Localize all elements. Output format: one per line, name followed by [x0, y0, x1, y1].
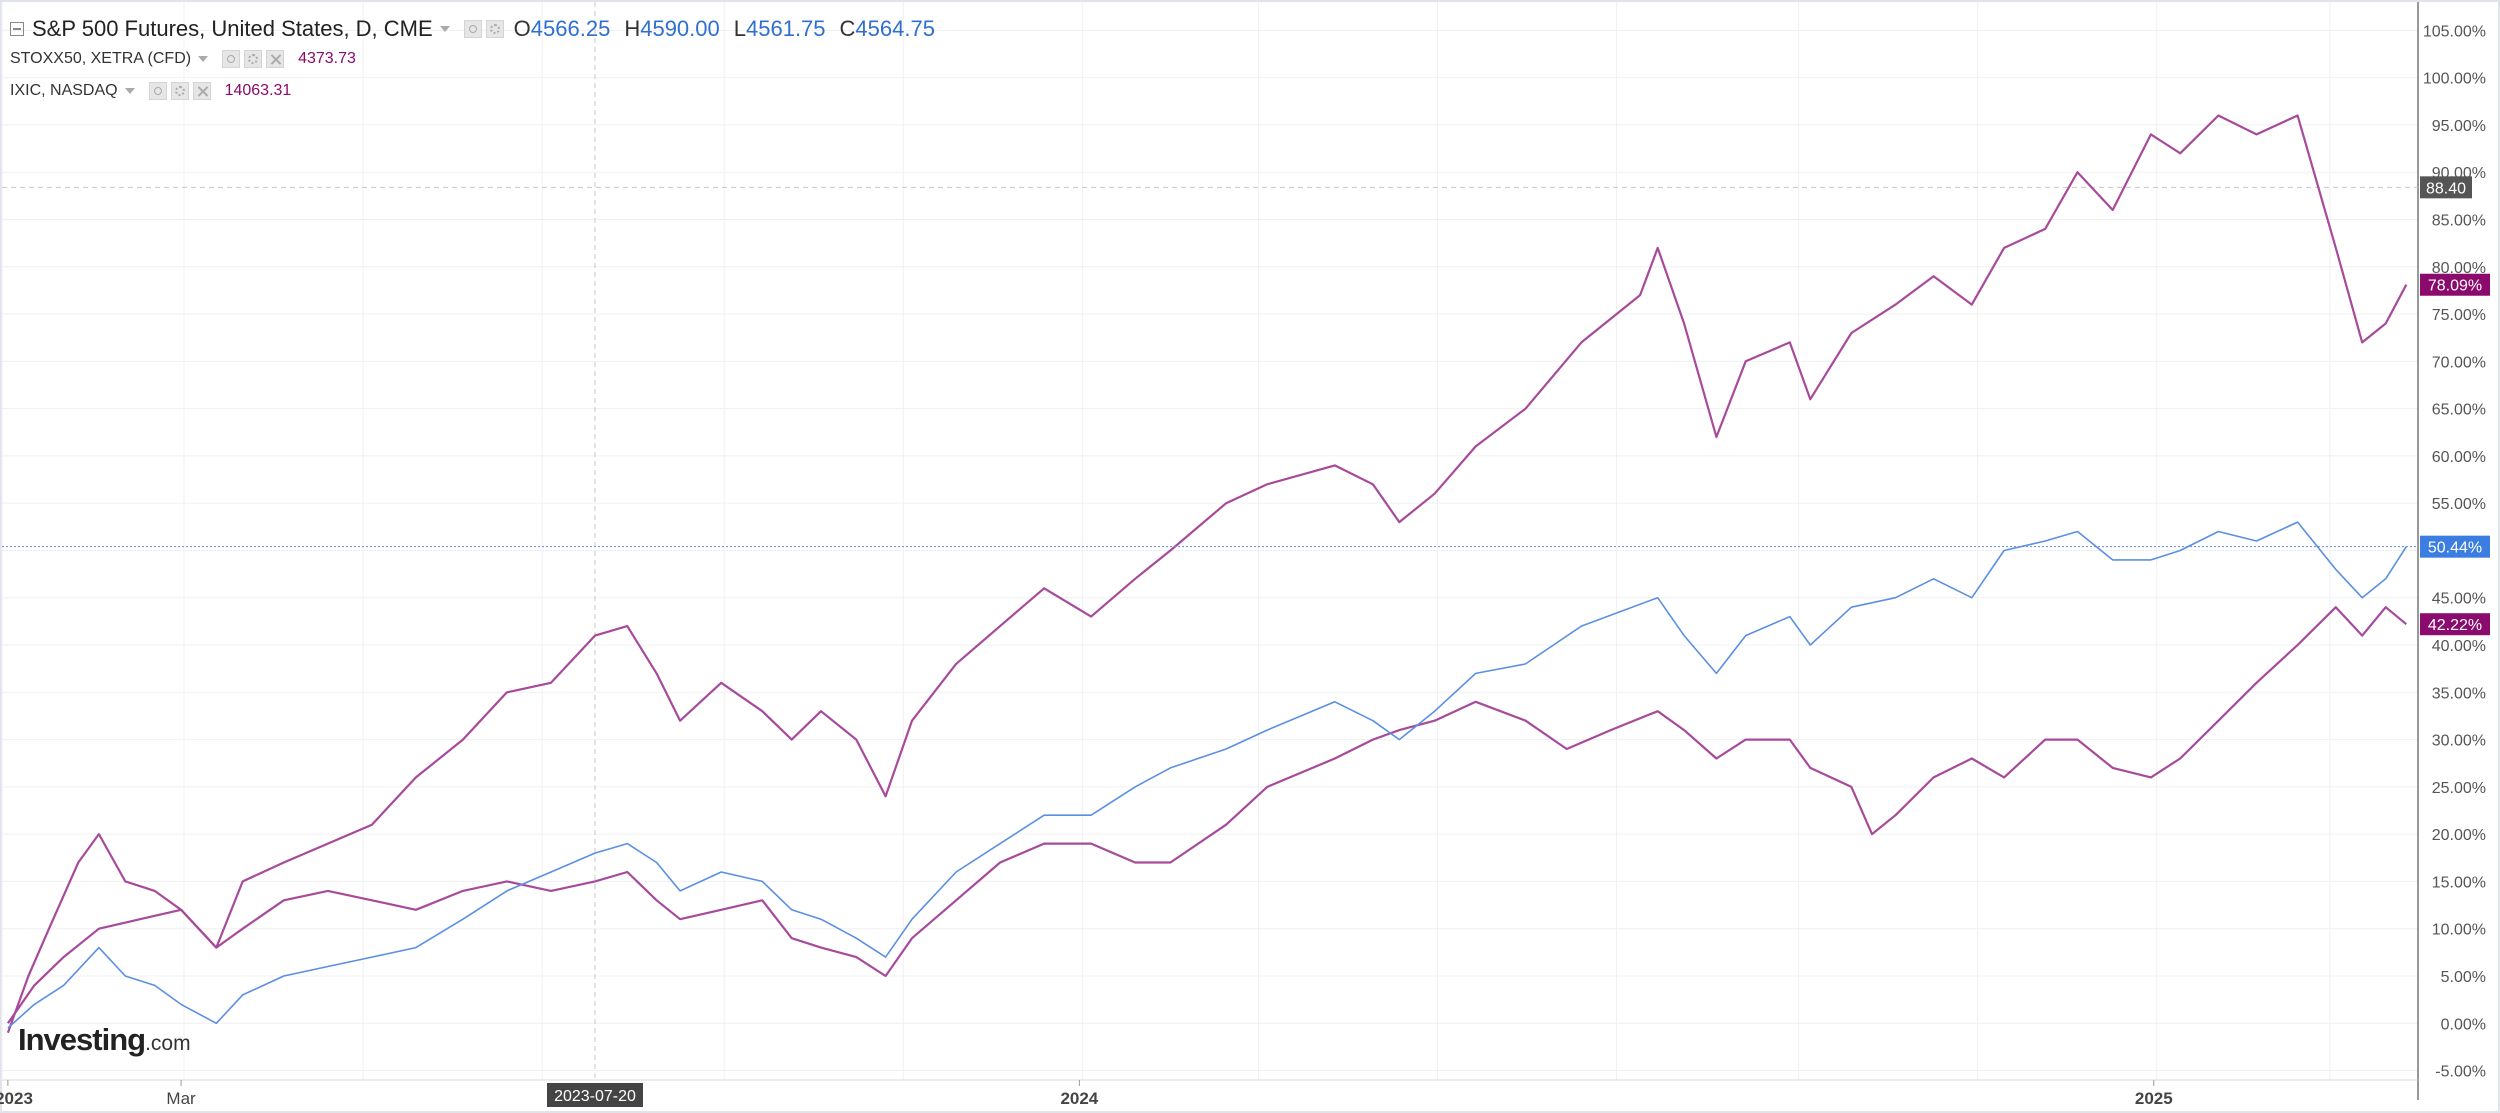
series-line — [6, 114, 2408, 1034]
y-tick-label: 85.00% — [2432, 212, 2486, 229]
y-tick-label: 60.00% — [2432, 449, 2486, 466]
y-tick-label: 30.00% — [2432, 733, 2486, 750]
series-last-value-badge: 42.22% — [2428, 617, 2482, 634]
series-last-value-badge-bg — [2420, 273, 2490, 296]
y-tick-label: 80.00% — [2432, 260, 2486, 277]
overlay-legend-stoxx50: STOXX50, XETRA (CFD) 4373.73 — [10, 50, 356, 68]
y-tick-label: 65.00% — [2432, 402, 2486, 419]
y-tick-label: 70.00% — [2432, 354, 2486, 371]
overlay-settings-icon[interactable] — [244, 50, 263, 68]
y-tick-label: 20.00% — [2432, 827, 2486, 844]
ohlc-close-key: C — [839, 16, 856, 41]
y-tick-label: 105.00% — [2423, 23, 2486, 40]
x-tick-label: 2024 — [1060, 1089, 1098, 1108]
ohlc-open-value: 4566.25 — [530, 16, 611, 41]
main-series-name[interactable]: S&P 500 Futures, United States, D, CME — [32, 16, 433, 41]
y-tick-label: 5.00% — [2441, 969, 2486, 986]
y-tick-label: 10.00% — [2432, 922, 2486, 939]
y-tick-label: 35.00% — [2432, 685, 2486, 702]
y-tick-label: 55.00% — [2432, 496, 2486, 513]
x-tick-label: Mar — [166, 1089, 196, 1108]
y-tick-label: 40.00% — [2432, 638, 2486, 655]
overlay-remove-icon[interactable] — [192, 82, 211, 100]
overlay-series-name[interactable]: STOXX50, XETRA (CFD) — [10, 50, 192, 67]
y-tick-label: -5.00% — [2435, 1064, 2486, 1081]
ohlc-low-key: L — [733, 16, 746, 41]
ohlc-close-value: 4564.75 — [855, 16, 935, 41]
overlay-legend-ixic: IXIC, NASDAQ 14063.31 — [10, 82, 291, 100]
series-last-value-badge: 78.09% — [2428, 278, 2482, 295]
y-tick-label: 100.00% — [2423, 71, 2486, 88]
series-last-value-badge-bg — [2420, 535, 2490, 558]
series-last-value-badge: 50.44% — [2428, 540, 2482, 557]
visibility-toggle-icon[interactable] — [463, 20, 482, 38]
series-last-value-badge-bg — [2420, 613, 2490, 636]
overlay-menu-caret-icon[interactable] — [124, 88, 135, 94]
logo-suffix: .com — [145, 1032, 191, 1055]
overlay-settings-icon[interactable] — [170, 82, 189, 100]
ohlc-high-value: 4590.00 — [640, 16, 720, 41]
series-menu-caret-icon[interactable] — [439, 26, 450, 32]
investing-logo: Investing.com — [18, 1022, 191, 1058]
crosshair-y-badge: 88.40 — [2426, 180, 2466, 197]
x-tick-label: 2023 — [0, 1089, 33, 1108]
overlay-remove-icon[interactable] — [266, 50, 285, 68]
overlay-series-value: 14063.31 — [224, 82, 292, 99]
x-tick-label: 2025 — [2135, 1089, 2173, 1108]
y-tick-label: 0.00% — [2441, 1016, 2486, 1033]
ohlc-high-key: H — [624, 16, 641, 41]
y-tick-label: 25.00% — [2432, 780, 2486, 797]
ohlc-low-value: 4561.75 — [746, 16, 826, 41]
logo-wordmark: Investing — [18, 1022, 146, 1057]
overlay-visibility-icon[interactable] — [222, 50, 241, 68]
overlay-menu-caret-icon[interactable] — [198, 56, 209, 62]
collapse-legend-icon[interactable] — [10, 22, 24, 36]
crosshair-x-badge-bg — [546, 1083, 643, 1107]
crosshair-x-badge: 2023-07-20 — [554, 1088, 636, 1105]
ohlc-open-key: O — [513, 16, 531, 41]
y-tick-label: 15.00% — [2432, 874, 2486, 891]
y-tick-label: 95.00% — [2432, 118, 2486, 135]
y-tick-label: 75.00% — [2432, 307, 2486, 324]
overlay-series-name[interactable]: IXIC, NASDAQ — [10, 82, 118, 99]
series-line — [7, 521, 2407, 1029]
settings-gear-icon[interactable] — [485, 20, 504, 38]
y-tick-label: 45.00% — [2432, 591, 2486, 608]
overlay-series-value: 4373.73 — [298, 50, 356, 67]
overlay-visibility-icon[interactable] — [148, 82, 167, 100]
crosshair-y-badge-bg — [2420, 176, 2472, 199]
series-line — [6, 606, 2408, 1024]
main-series-legend: S&P 500 Futures, United States, D, CME O… — [10, 16, 943, 42]
